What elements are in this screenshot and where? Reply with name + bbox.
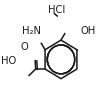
Text: O: O — [20, 42, 28, 52]
Text: HO: HO — [1, 56, 17, 66]
Text: HCl: HCl — [48, 5, 65, 15]
Text: OH: OH — [81, 26, 96, 36]
Text: H₂N: H₂N — [22, 26, 41, 36]
